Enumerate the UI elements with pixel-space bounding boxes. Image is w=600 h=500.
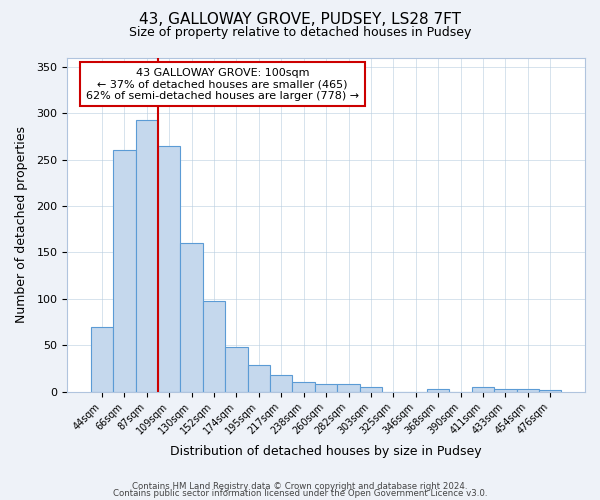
Bar — [360, 387, 382, 392]
Bar — [248, 364, 270, 392]
Bar — [427, 388, 449, 392]
Text: Contains public sector information licensed under the Open Government Licence v3: Contains public sector information licen… — [113, 490, 487, 498]
Bar — [136, 120, 158, 392]
Bar — [494, 388, 517, 392]
Bar — [225, 347, 248, 392]
X-axis label: Distribution of detached houses by size in Pudsey: Distribution of detached houses by size … — [170, 444, 482, 458]
Bar — [539, 390, 562, 392]
Y-axis label: Number of detached properties: Number of detached properties — [15, 126, 28, 323]
Bar — [91, 326, 113, 392]
Bar — [113, 150, 136, 392]
Bar — [203, 300, 225, 392]
Bar — [292, 382, 315, 392]
Text: 43, GALLOWAY GROVE, PUDSEY, LS28 7FT: 43, GALLOWAY GROVE, PUDSEY, LS28 7FT — [139, 12, 461, 28]
Bar — [270, 375, 292, 392]
Text: Size of property relative to detached houses in Pudsey: Size of property relative to detached ho… — [129, 26, 471, 39]
Bar — [181, 243, 203, 392]
Bar — [315, 384, 337, 392]
Bar — [158, 146, 181, 392]
Text: Contains HM Land Registry data © Crown copyright and database right 2024.: Contains HM Land Registry data © Crown c… — [132, 482, 468, 491]
Text: 43 GALLOWAY GROVE: 100sqm
← 37% of detached houses are smaller (465)
62% of semi: 43 GALLOWAY GROVE: 100sqm ← 37% of detac… — [86, 68, 359, 100]
Bar — [337, 384, 360, 392]
Bar — [517, 388, 539, 392]
Bar — [472, 387, 494, 392]
